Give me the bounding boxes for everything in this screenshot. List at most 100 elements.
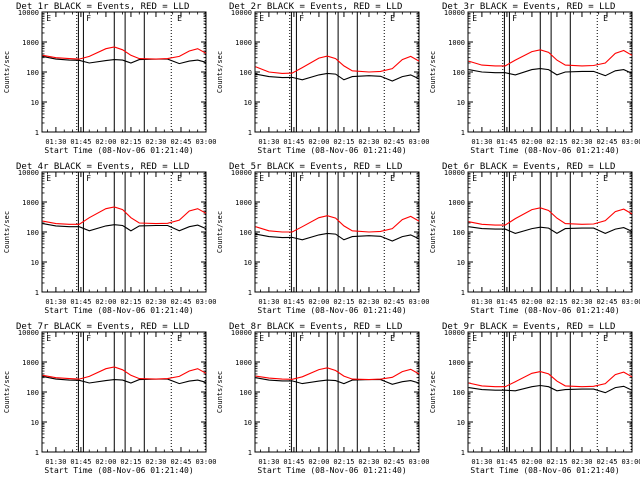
y-tick-label: 100 — [26, 229, 39, 237]
y-tick-label: 1000 — [22, 199, 39, 207]
x-tick-label: 02:45 — [170, 298, 191, 306]
x-tick-label: 02:15 — [120, 138, 141, 146]
y-tick-label: 10 — [457, 259, 465, 267]
y-tick-label: 10 — [244, 259, 252, 267]
x-tick-label: 02:00 — [308, 138, 329, 146]
plot-frame — [41, 331, 207, 453]
x-tick-label: 02:30 — [358, 458, 379, 466]
y-axis-label: Counts/sec — [429, 371, 437, 413]
x-tick-label: 01:30 — [45, 138, 66, 146]
y-tick-label: 10000 — [18, 9, 39, 17]
y-tick-label: 1 — [35, 449, 39, 457]
y-axis-label: Counts/sec — [429, 211, 437, 253]
x-tick-label: 02:00 — [521, 298, 542, 306]
flag-label: E — [46, 14, 51, 23]
flag-label: F — [299, 334, 304, 343]
x-tick-label: 03:00 — [621, 458, 640, 466]
series-line-events — [468, 68, 633, 77]
x-tick-label: 02:45 — [596, 298, 617, 306]
x-tick-label: 02:00 — [521, 458, 542, 466]
x-tick-label: 02:45 — [383, 458, 404, 466]
series-line-lld — [255, 55, 420, 74]
y-tick-label: 100 — [452, 229, 465, 237]
x-tick-label: 01:45 — [496, 458, 517, 466]
y-tick-label: 100 — [452, 69, 465, 77]
series-line-events — [255, 72, 420, 82]
x-tick-label: 02:30 — [358, 138, 379, 146]
y-axis-label: Counts/sec — [429, 51, 437, 93]
panel-title: Det 3r BLACK = Events, RED = LLD — [442, 2, 615, 12]
plot-frame — [254, 331, 420, 453]
y-tick-label: 1000 — [448, 359, 465, 367]
x-tick-label: 01:45 — [70, 298, 91, 306]
plot-frame — [467, 11, 633, 133]
x-tick-label: 01:30 — [471, 138, 492, 146]
y-tick-label: 100 — [452, 389, 465, 397]
y-tick-label: 1000 — [235, 39, 252, 47]
panel-title: Det 5r BLACK = Events, RED = LLD — [229, 162, 402, 172]
y-axis-label: Counts/sec — [216, 371, 224, 413]
y-tick-label: 100 — [239, 389, 252, 397]
flag-label: E — [259, 174, 264, 183]
x-tick-label: 02:00 — [308, 458, 329, 466]
x-tick-label: 02:00 — [95, 458, 116, 466]
x-tick-label: 02:00 — [95, 138, 116, 146]
series-line-lld — [42, 206, 207, 225]
x-tick-label: 01:30 — [45, 298, 66, 306]
y-tick-label: 1000 — [448, 39, 465, 47]
y-tick-label: 1000 — [22, 39, 39, 47]
flag-label: E — [390, 14, 395, 23]
series-line-events — [468, 384, 633, 394]
x-tick-label: 03:00 — [408, 458, 429, 466]
x-tick-label: 01:30 — [258, 138, 279, 146]
x-tick-label: 02:30 — [571, 138, 592, 146]
flag-label: E — [259, 334, 264, 343]
flag-label: F — [512, 14, 517, 23]
x-tick-label: 02:15 — [333, 458, 354, 466]
x-axis-label: Start Time (08-Nov-06 01:21:40) — [44, 146, 193, 155]
x-tick-label: 02:15 — [333, 138, 354, 146]
y-tick-label: 10 — [244, 99, 252, 107]
x-axis-label: Start Time (08-Nov-06 01:21:40) — [44, 466, 193, 475]
y-tick-label: 10 — [31, 419, 39, 427]
x-tick-label: 03:00 — [621, 298, 640, 306]
panel-title: Det 4r BLACK = Events, RED = LLD — [16, 162, 189, 172]
y-tick-label: 10 — [31, 99, 39, 107]
flag-label: E — [46, 174, 51, 183]
x-tick-label: 02:45 — [383, 298, 404, 306]
panel-det-2: Det 2r BLACK = Events, RED = LLD 1 10 100 10… — [216, 2, 430, 155]
panel-title: Det 1r BLACK = Events, RED = LLD — [16, 2, 189, 12]
y-tick-label: 1 — [461, 289, 465, 297]
y-tick-label: 10000 — [231, 9, 252, 17]
series-line-lld — [468, 49, 633, 67]
y-axis-label: Counts/sec — [216, 211, 224, 253]
x-tick-label: 01:30 — [471, 298, 492, 306]
x-tick-label: 01:45 — [496, 298, 517, 306]
y-tick-label: 10 — [457, 99, 465, 107]
flag-label: E — [390, 334, 395, 343]
y-axis-label: Counts/sec — [3, 51, 11, 93]
x-tick-label: 02:30 — [571, 458, 592, 466]
flag-label: F — [299, 174, 304, 183]
x-tick-label: 01:45 — [70, 138, 91, 146]
x-tick-label: 01:30 — [258, 298, 279, 306]
series-line-events — [42, 375, 207, 385]
flag-label: F — [86, 174, 91, 183]
y-axis-label: Counts/sec — [216, 51, 224, 93]
x-tick-label: 02:00 — [308, 298, 329, 306]
panel-title: Det 7r BLACK = Events, RED = LLD — [16, 322, 189, 332]
x-tick-label: 02:15 — [546, 138, 567, 146]
series-line-lld — [42, 46, 207, 60]
y-tick-label: 1 — [248, 289, 252, 297]
y-tick-label: 1 — [461, 129, 465, 137]
x-tick-label: 02:30 — [145, 298, 166, 306]
x-axis-label: Start Time (08-Nov-06 01:21:40) — [257, 146, 406, 155]
y-tick-label: 1 — [35, 129, 39, 137]
y-tick-label: 100 — [239, 69, 252, 77]
y-tick-label: 10 — [31, 259, 39, 267]
x-tick-label: 02:30 — [145, 458, 166, 466]
plot-frame — [41, 11, 207, 133]
x-tick-label: 01:30 — [45, 458, 66, 466]
panel-det-5: Det 5r BLACK = Events, RED = LLD 1 10 100 10… — [216, 162, 430, 315]
